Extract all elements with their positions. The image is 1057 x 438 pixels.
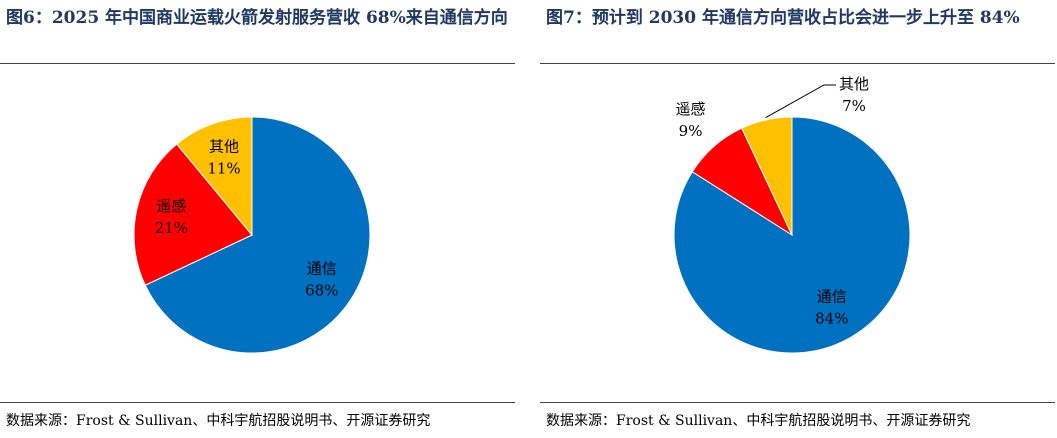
chart-title: 图7：预计到 2030 年通信方向营收占比会进一步上升至 84%: [546, 8, 1020, 28]
value-label: 11%: [207, 159, 240, 177]
slice-label: 通信: [307, 259, 337, 277]
value-label: 68%: [305, 281, 338, 299]
slice-label: 其他: [209, 137, 239, 155]
chart: 通信 68% 遥感 21% 其他 11%: [133, 116, 371, 354]
chart-title: 图6：2025 年中国商业运载火箭发射服务营收 68%来自通信方向: [6, 8, 508, 28]
value-label: 7%: [842, 97, 866, 115]
slice-label: 通信: [817, 287, 847, 305]
panel: 图7：预计到 2030 年通信方向营收占比会进一步上升至 84% 通信 84% 遥感…: [540, 0, 1055, 438]
pie-slice: [741, 116, 793, 236]
slice-label: 遥感: [676, 100, 706, 118]
value-label: 9%: [679, 122, 703, 140]
rule: [0, 63, 515, 64]
leader-line: [765, 84, 836, 118]
rule: [0, 402, 515, 403]
source: 数据来源：Frost & Sullivan、中科宇航招股说明书、开源证券研究: [6, 413, 431, 429]
slice-label: 遥感: [156, 197, 186, 215]
pie-slice: [133, 143, 253, 286]
value-label: 21%: [155, 219, 188, 237]
pie-slice: [144, 116, 371, 354]
panel: 图6：2025 年中国商业运载火箭发射服务营收 68%来自通信方向 通信 68% 遥…: [0, 0, 515, 438]
rule: [540, 63, 1055, 64]
pie-slice: [176, 116, 253, 237]
slice-label: 其他: [839, 75, 869, 93]
value-label: 84%: [815, 309, 848, 327]
chart: 通信 84% 遥感 9% 其他 7%: [673, 75, 911, 354]
rule: [540, 402, 1055, 403]
source: 数据来源：Frost & Sullivan、中科宇航招股说明书、开源证券研究: [546, 413, 971, 429]
